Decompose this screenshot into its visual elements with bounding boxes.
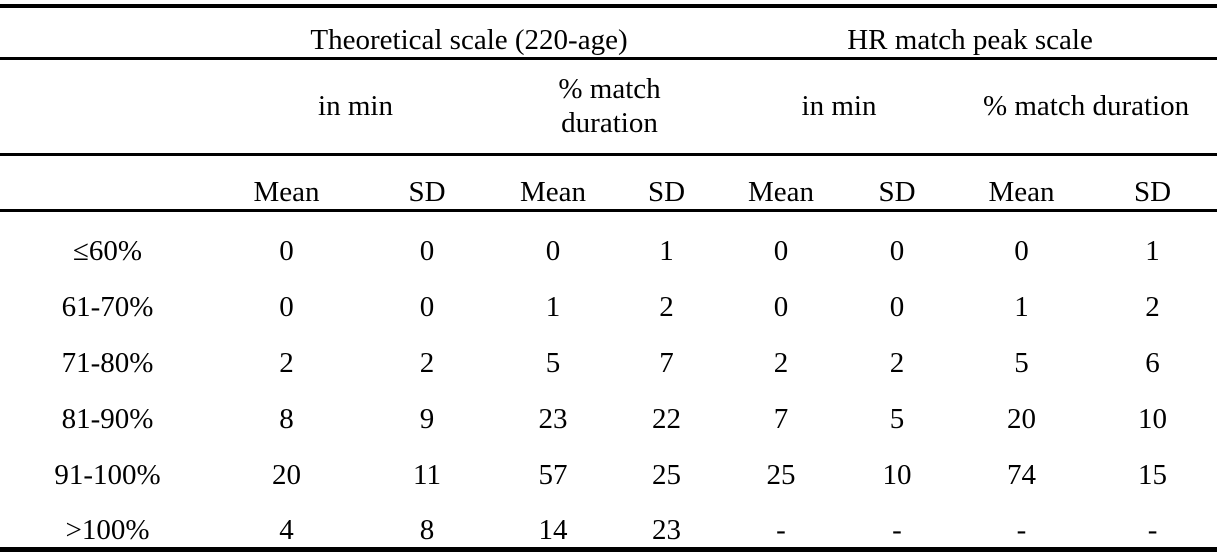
group-header-theoretical-scale: Theoretical scale (220-age) [215,6,724,60]
data-cell: 2 [279,346,294,379]
data-cell: 4 [279,513,294,546]
stat-header-mean: Mean [215,154,358,212]
data-cell: 11 [413,458,441,491]
table-row-gt100: >100% 4 8 14 23 - - - - [0,492,1217,550]
data-cell: 2 [889,346,905,379]
data-cell: 1 [545,290,561,323]
stat-header-mean: Mean [955,154,1089,212]
data-cell: 10 [1138,402,1168,435]
sub-header-in-min-theoretical: in min [215,58,496,156]
data-cell: 1 [1014,290,1029,323]
stat-header-sd: SD [839,154,956,212]
table-row-le60: ≤60% 0 0 0 1 0 0 0 1 [0,211,1217,269]
data-cell: 2 [659,290,674,323]
data-cell: 6 [1145,346,1160,379]
corner-spacer-cell [0,58,215,156]
data-cell: 8 [279,402,294,435]
row-label: 61-70% [61,290,154,323]
data-cell: 5 [1014,346,1029,379]
data-cell: 0 [889,290,905,323]
sub-header-row: in min % match duration in min % match d… [0,58,1217,156]
sub-header-match-duration-theoretical: % match duration [496,58,724,156]
data-cell: 2 [419,346,435,379]
sub-header-match-duration-hrpeak: % match duration [955,58,1217,156]
data-cell: 74 [1007,458,1037,491]
data-cell: 8 [419,513,435,546]
data-cell: 0 [279,290,294,323]
data-cell: 5 [889,402,905,435]
data-cell: 0 [545,234,561,267]
stat-header-mean: Mean [496,154,610,212]
row-label: >100% [65,513,150,546]
corner-spacer-cell [0,6,215,60]
data-cell: 0 [773,290,789,323]
table-row-81-90: 81-90% 8 9 23 22 7 5 20 10 [0,380,1217,436]
data-cell: 20 [272,458,301,491]
table-row-71-80: 71-80% 2 2 5 7 2 2 5 6 [0,324,1217,380]
hr-zones-table: Theoretical scale (220-age) HR match pea… [0,4,1217,552]
data-cell: 2 [1145,290,1160,323]
corner-spacer-cell [0,154,215,212]
data-cell: 23 [652,513,681,546]
data-cell: 7 [659,346,674,379]
row-label: ≤60% [72,234,143,267]
stat-header-sd: SD [610,154,724,212]
data-cell: 20 [1007,402,1037,435]
data-cell: - [776,513,786,546]
group-header-hr-match-peak-scale: HR match peak scale [723,6,1217,60]
stat-header-sd: SD [358,154,496,212]
sub-header-in-min-hrpeak: in min [723,58,956,156]
data-cell: - [892,513,902,546]
data-cell: 0 [773,234,789,267]
row-label: 71-80% [61,346,154,379]
table-row-91-100: 91-100% 20 11 57 25 25 10 74 15 [0,436,1217,492]
stat-header-row: Mean SD Mean SD Mean SD Mean SD [0,154,1217,212]
row-label: 81-90% [61,402,154,435]
data-cell: 2 [773,346,789,379]
data-cell: 57 [538,458,568,491]
stat-header-mean: Mean [723,154,840,212]
data-cell: 0 [889,234,905,267]
data-cell: - [1147,513,1158,546]
data-cell: - [1016,513,1027,546]
data-cell: 15 [1138,458,1168,491]
row-label: 91-100% [54,458,161,491]
data-cell: 25 [766,458,796,491]
data-cell: 0 [419,290,435,323]
data-cell: 1 [1145,234,1160,267]
data-cell: 22 [652,402,681,435]
data-cell: 14 [538,513,568,546]
data-cell: 0 [1014,234,1029,267]
data-cell: 5 [545,346,561,379]
data-cell: 23 [538,402,568,435]
data-cell: 1 [659,234,674,267]
table-row-61-70: 61-70% 0 0 1 2 0 0 1 2 [0,268,1217,324]
data-cell: 9 [419,402,435,435]
data-cell: 10 [882,458,912,491]
data-cell: 0 [419,234,435,267]
group-header-row: Theoretical scale (220-age) HR match pea… [0,6,1217,60]
data-cell: 0 [279,234,294,267]
stat-header-sd: SD [1088,154,1217,212]
data-cell: 25 [652,458,681,491]
data-cell: 7 [773,402,789,435]
